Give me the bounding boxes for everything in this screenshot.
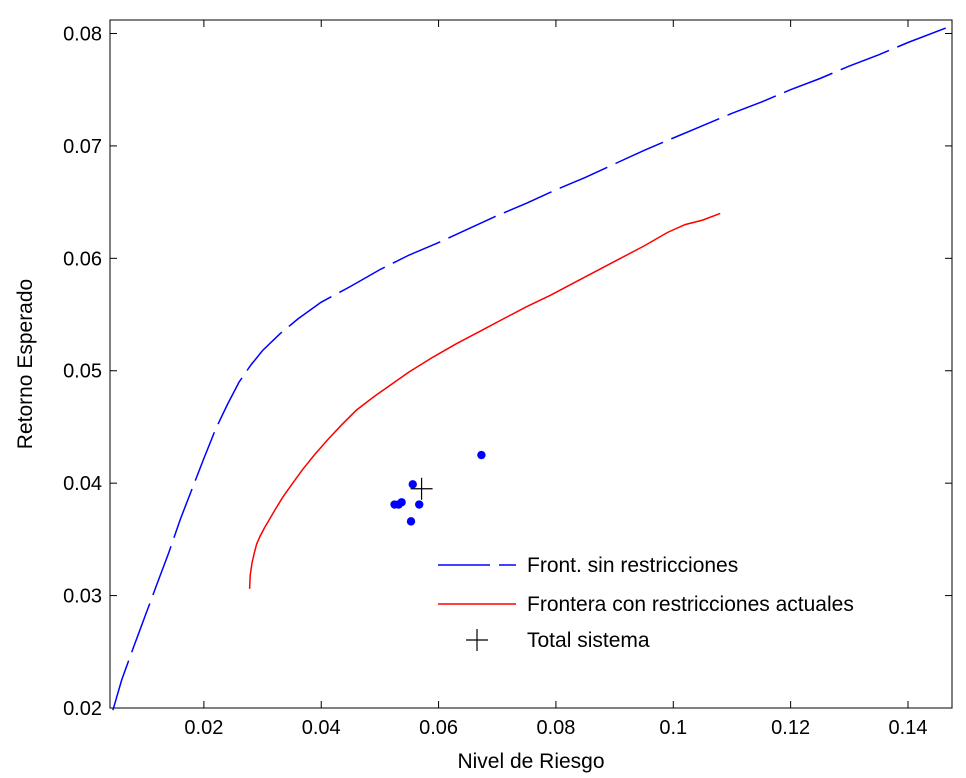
y-tick-label: 0.04 (63, 473, 102, 495)
x-axis-label: Nivel de Riesgo (457, 750, 604, 773)
y-tick-label: 0.08 (63, 23, 102, 45)
x-tick-label: 0.08 (536, 717, 575, 739)
y-tick-label: 0.07 (63, 136, 102, 158)
legend-label: Front. sin restricciones (527, 554, 738, 577)
y-tick-label: 0.03 (63, 586, 102, 608)
legend-label: Frontera con restricciones actuales (527, 593, 854, 616)
portfolio-point (397, 498, 405, 506)
portfolio-point (407, 517, 415, 525)
portfolio-point (477, 451, 485, 459)
x-tick-label: 0.02 (184, 717, 223, 739)
y-tick-label: 0.06 (63, 248, 102, 270)
portfolio-point (415, 500, 423, 508)
x-tick-label: 0.12 (771, 717, 810, 739)
portfolio-point (409, 480, 417, 488)
y-axis-label: Retorno Esperado (14, 279, 37, 449)
x-tick-label: 0.06 (419, 717, 458, 739)
y-tick-label: 0.02 (63, 698, 102, 720)
y-tick-label: 0.05 (63, 361, 102, 383)
legend-label: Total sistema (527, 629, 650, 652)
x-tick-label: 0.04 (302, 717, 341, 739)
x-tick-label: 0.1 (659, 717, 687, 739)
x-tick-label: 0.14 (889, 717, 928, 739)
